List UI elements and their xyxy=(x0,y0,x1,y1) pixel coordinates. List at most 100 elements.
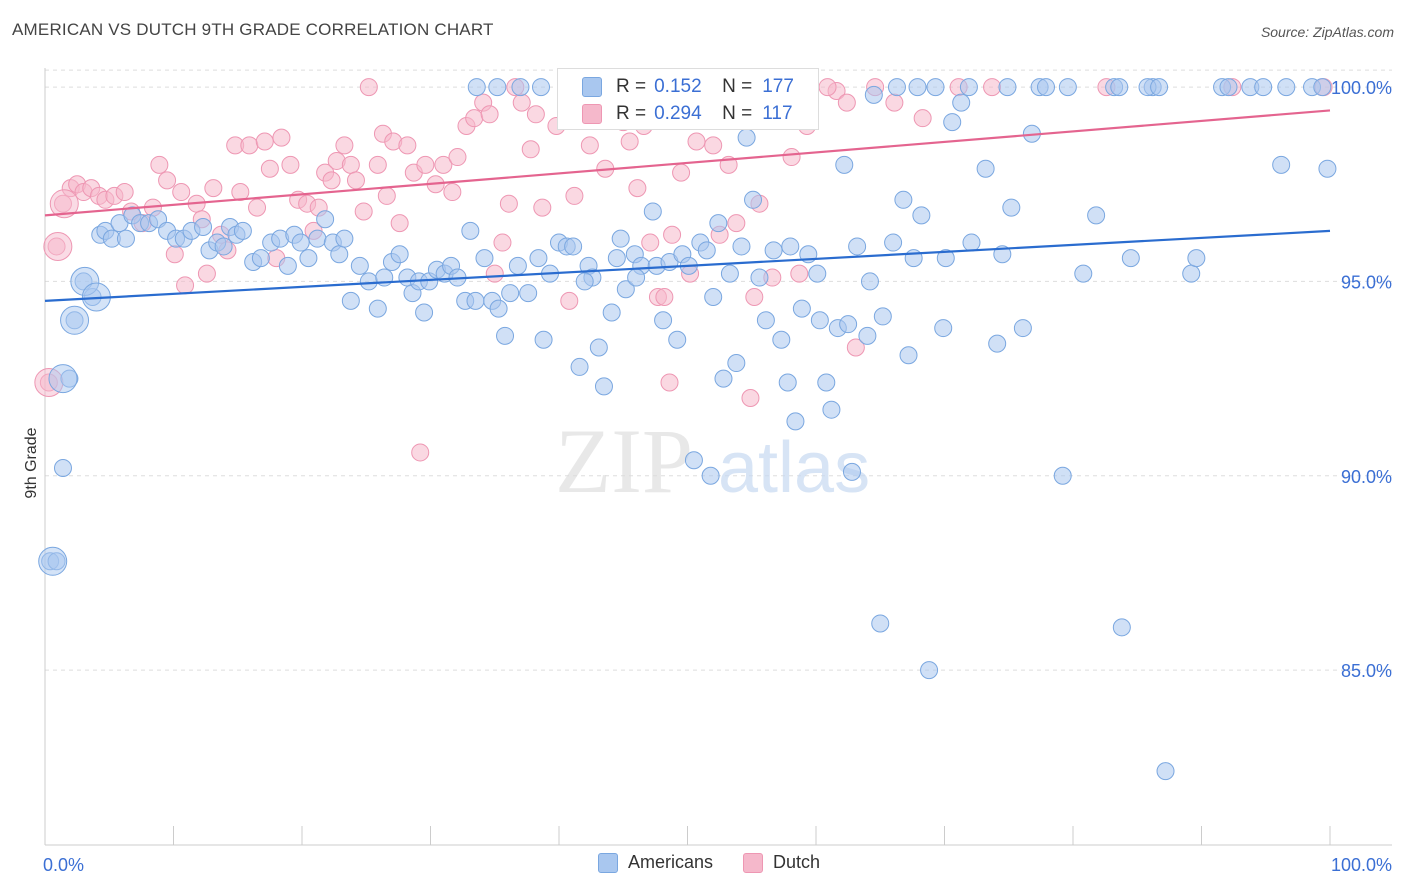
dutch-point xyxy=(398,136,417,155)
american-point xyxy=(1110,78,1129,97)
american-point-large xyxy=(48,364,78,394)
dutch-point xyxy=(672,163,691,182)
americans-trend-line xyxy=(44,229,1331,302)
dutch-point xyxy=(240,136,259,155)
american-point xyxy=(860,272,879,291)
american-point xyxy=(772,330,791,349)
american-point xyxy=(943,113,962,132)
dutch-point xyxy=(565,186,584,205)
x-tick-label: 100.0% xyxy=(1331,855,1392,875)
dutch-point xyxy=(335,136,354,155)
dutch-point-large xyxy=(43,231,73,261)
dutch-point xyxy=(231,183,250,202)
dutch-point xyxy=(176,276,195,295)
dutch-point xyxy=(248,198,267,217)
dutch-point xyxy=(158,171,177,190)
correlation-legend: R = 0.152 N = 177 R = 0.294 N = 117 xyxy=(557,68,819,130)
american-point xyxy=(701,466,720,485)
dutch-point xyxy=(172,183,191,202)
legend-item-dutch[interactable]: Dutch xyxy=(743,852,820,873)
american-point xyxy=(519,284,538,303)
american-point xyxy=(415,303,434,322)
american-point xyxy=(908,78,927,97)
y-axis-label: 9th Grade xyxy=(23,427,40,498)
american-point xyxy=(488,78,507,97)
american-point xyxy=(744,190,763,209)
american-point xyxy=(1112,618,1131,637)
american-point xyxy=(737,128,756,147)
dutch-point xyxy=(782,148,801,167)
dutch-point xyxy=(741,389,760,408)
dutch-point xyxy=(663,225,682,244)
trend-lines xyxy=(44,109,1331,302)
dutch-legend-swatch xyxy=(743,852,764,873)
dutch-point-large xyxy=(49,189,79,219)
dutch-r-label: R = xyxy=(616,103,647,124)
american-point xyxy=(871,614,890,633)
dutch-point xyxy=(272,128,291,147)
american-point xyxy=(308,229,327,248)
american-point xyxy=(1277,78,1296,97)
x-tick-label: 0.0% xyxy=(43,855,84,875)
dutch-n-label: N = xyxy=(722,103,753,124)
american-point xyxy=(842,462,861,481)
american-point xyxy=(709,214,728,233)
american-point xyxy=(962,233,981,252)
dutch-point xyxy=(115,183,134,202)
american-point xyxy=(1187,249,1206,268)
american-point xyxy=(1272,155,1291,174)
americans-n-value: 177 xyxy=(762,76,794,97)
dutch-point xyxy=(641,233,660,252)
american-point xyxy=(602,303,621,322)
american-point xyxy=(952,93,971,112)
legend-item-americans[interactable]: Americans xyxy=(598,852,713,873)
dutch-point xyxy=(368,155,387,174)
american-point xyxy=(912,206,931,225)
dutch-point xyxy=(983,78,1002,97)
american-point xyxy=(475,249,494,268)
dutch-point xyxy=(687,132,706,151)
american-point xyxy=(611,229,630,248)
y-tick-label: 90.0% xyxy=(1341,467,1392,487)
american-point xyxy=(330,245,349,264)
american-points xyxy=(38,78,1337,781)
american-point xyxy=(988,334,1007,353)
american-point xyxy=(616,280,635,299)
american-point xyxy=(233,221,252,240)
american-point xyxy=(778,373,797,392)
dutch-point xyxy=(322,171,341,190)
dutch-point xyxy=(493,233,512,252)
tick-labels: 100.0% 95.0% 90.0% 85.0% 0.0% 100.0% xyxy=(43,78,1392,875)
dutch-point xyxy=(790,264,809,283)
american-point xyxy=(214,237,233,256)
dutch-point xyxy=(499,194,518,213)
american-point xyxy=(511,78,530,97)
dutch-point xyxy=(341,155,360,174)
y-tick-label: 85.0% xyxy=(1341,661,1392,681)
american-point xyxy=(1013,319,1032,338)
american-point xyxy=(887,78,906,97)
american-point xyxy=(1219,78,1238,97)
dutch-point xyxy=(521,140,540,159)
dutch-point xyxy=(837,93,856,112)
american-point xyxy=(727,354,746,373)
american-point xyxy=(532,78,551,97)
american-point xyxy=(359,272,378,291)
american-point xyxy=(926,78,945,97)
american-point xyxy=(720,264,739,283)
american-point xyxy=(848,237,867,256)
dutch-point xyxy=(411,443,430,462)
dutch-point xyxy=(150,155,169,174)
american-point xyxy=(534,330,553,349)
american-point xyxy=(936,249,955,268)
american-point xyxy=(781,237,800,256)
american-point xyxy=(466,291,485,310)
american-point xyxy=(489,299,508,318)
dutch-point xyxy=(390,214,409,233)
americans-r-value: 0.152 xyxy=(654,76,702,97)
american-point xyxy=(508,256,527,275)
american-point xyxy=(251,249,270,268)
american-point xyxy=(934,319,953,338)
dutch-trend-line xyxy=(44,109,1331,217)
